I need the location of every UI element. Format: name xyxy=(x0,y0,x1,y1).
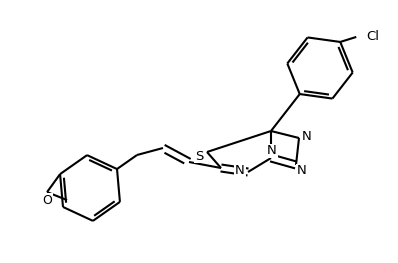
Text: N: N xyxy=(235,164,245,178)
Text: N: N xyxy=(267,144,277,158)
Text: S: S xyxy=(195,149,203,163)
Text: Cl: Cl xyxy=(366,31,379,43)
Text: N: N xyxy=(302,129,312,143)
Text: N: N xyxy=(297,164,307,178)
Text: O: O xyxy=(42,194,52,207)
